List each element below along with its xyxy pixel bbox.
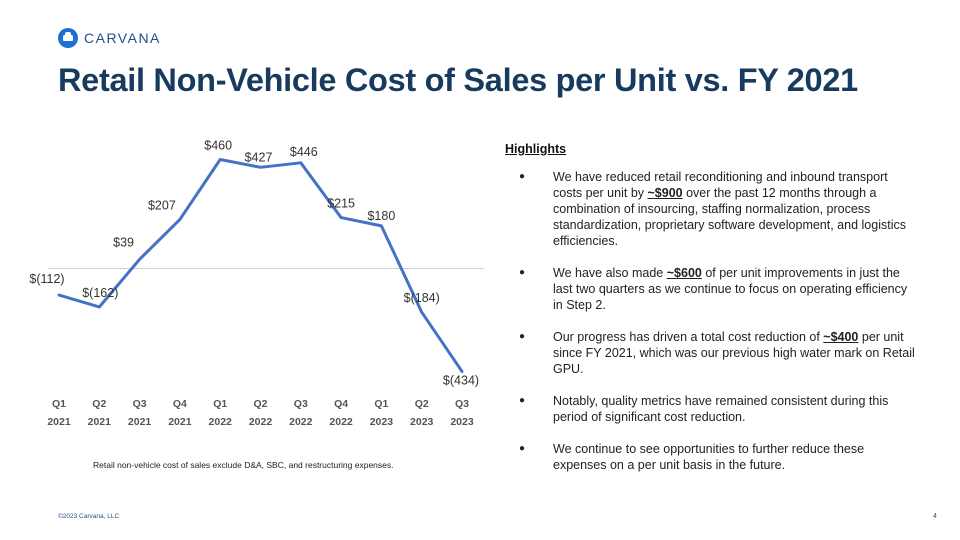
data-label: $(184) bbox=[404, 291, 440, 305]
carvana-logo: CARVANA bbox=[58, 28, 161, 48]
data-label: $(112) bbox=[29, 272, 64, 286]
bullet-icon: ● bbox=[519, 171, 526, 182]
x-tick-label: 2023 bbox=[410, 416, 434, 428]
x-tick-label: Q2 bbox=[92, 398, 106, 410]
carvana-logo-icon bbox=[58, 28, 78, 48]
data-label: $207 bbox=[148, 198, 176, 212]
x-tick-label: Q4 bbox=[173, 398, 187, 410]
highlight-text: We continue to see opportunities to furt… bbox=[553, 442, 865, 472]
bullet-icon: ● bbox=[519, 267, 526, 278]
data-label: $215 bbox=[327, 197, 355, 211]
page-number: 4 bbox=[933, 513, 937, 520]
data-label: $(434) bbox=[443, 373, 479, 387]
x-tick-label: 2021 bbox=[47, 416, 71, 428]
x-tick-label: Q2 bbox=[415, 398, 429, 410]
highlights-title: Highlights bbox=[505, 142, 567, 156]
data-label: $(162) bbox=[82, 286, 118, 300]
cost-per-unit-line-chart: $(112) $(162) $39 $207 $460 $427 $446 $215 $180 $… bbox=[29, 138, 484, 428]
highlight-figure: ~$900 bbox=[647, 186, 683, 200]
highlight-item: ● We have also made ~$600 of per unit im… bbox=[505, 265, 925, 313]
highlight-text: We have reduced retail reconditioning an… bbox=[553, 170, 888, 200]
highlight-text: We have also made bbox=[553, 266, 667, 280]
highlight-text: Our progress has driven a total cost red… bbox=[553, 330, 824, 344]
x-tick-label: Q3 bbox=[455, 398, 469, 410]
x-tick-label: Q4 bbox=[334, 398, 348, 410]
x-tick-label: 2021 bbox=[88, 416, 112, 428]
x-tick-label: 2021 bbox=[168, 416, 192, 428]
x-tick-label: Q3 bbox=[294, 398, 308, 410]
x-tick-label: Q1 bbox=[213, 398, 227, 410]
data-label: $427 bbox=[245, 150, 273, 164]
x-tick-label: Q2 bbox=[253, 398, 267, 410]
x-tick-label: 2022 bbox=[209, 416, 233, 428]
highlight-figure: ~$400 bbox=[823, 330, 859, 344]
highlights-panel: Highlights ● We have reduced retail reco… bbox=[505, 142, 925, 489]
x-tick-label: Q1 bbox=[52, 398, 66, 410]
copyright: ©2023 Carvana, LLC bbox=[58, 513, 120, 520]
highlight-item: ● Our progress has driven a total cost r… bbox=[505, 329, 925, 377]
x-tick-label: 2022 bbox=[289, 416, 313, 428]
x-tick-label: 2023 bbox=[450, 416, 474, 428]
highlight-text: per unit since FY 2021, which was our pr… bbox=[553, 330, 915, 376]
bullet-icon: ● bbox=[519, 331, 526, 342]
highlight-text: over the past 12 months through a combin… bbox=[553, 186, 906, 248]
bullet-icon: ● bbox=[519, 395, 526, 406]
x-tick-label: 2021 bbox=[128, 416, 152, 428]
highlight-item: ● We have reduced retail reconditioning … bbox=[505, 169, 925, 249]
highlight-text: of per unit improvements in just the las… bbox=[553, 266, 908, 312]
series-line bbox=[57, 157, 464, 373]
x-tick-label: 2022 bbox=[329, 416, 353, 428]
data-label: $180 bbox=[367, 209, 395, 223]
highlight-item: ● Notably, quality metrics have remained… bbox=[505, 393, 925, 425]
x-tick-label: Q1 bbox=[374, 398, 388, 410]
data-label: $39 bbox=[113, 235, 134, 249]
highlights-list: ● We have reduced retail reconditioning … bbox=[505, 169, 925, 473]
bullet-icon: ● bbox=[519, 443, 526, 454]
highlight-item: ● We continue to see opportunities to fu… bbox=[505, 441, 925, 473]
brand-name: CARVANA bbox=[84, 30, 161, 46]
page-title: Retail Non-Vehicle Cost of Sales per Uni… bbox=[58, 62, 858, 98]
chart-footnote: Retail non-vehicle cost of sales exclude… bbox=[93, 460, 394, 470]
highlight-text: Notably, quality metrics have remained c… bbox=[553, 394, 889, 424]
data-label: $446 bbox=[290, 145, 318, 159]
x-tick-label: 2022 bbox=[249, 416, 273, 428]
x-tick-label: Q3 bbox=[133, 398, 147, 410]
highlight-figure: ~$600 bbox=[666, 266, 702, 280]
data-label: $460 bbox=[204, 138, 232, 152]
x-tick-label: 2023 bbox=[370, 416, 394, 428]
